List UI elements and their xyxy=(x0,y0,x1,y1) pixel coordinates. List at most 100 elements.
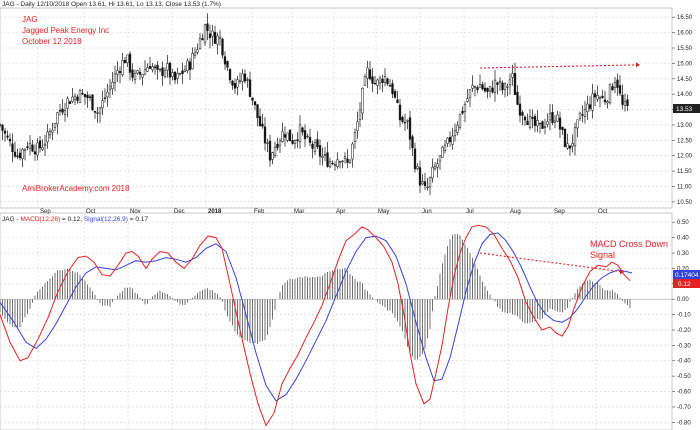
candle-body xyxy=(181,70,184,74)
candle-body xyxy=(81,93,84,95)
candle-body xyxy=(61,108,64,113)
candle-body xyxy=(348,159,352,163)
candle-body xyxy=(471,85,474,89)
candle-body xyxy=(403,121,407,124)
candle-body xyxy=(373,82,377,85)
candle-body xyxy=(366,67,369,79)
candle-body xyxy=(586,103,589,112)
candle-body xyxy=(456,124,459,133)
candle-body xyxy=(251,97,254,101)
candle-body xyxy=(53,122,57,128)
candle-body xyxy=(391,83,394,94)
candle-body xyxy=(353,132,357,142)
candle-body xyxy=(581,114,584,116)
candle-body xyxy=(148,65,152,69)
macd-tick-label: -0.70 xyxy=(677,405,691,411)
candle-body xyxy=(41,147,44,150)
macd-header-macd-value: = 0.12, xyxy=(60,216,84,223)
candle-body xyxy=(178,73,182,75)
candle-body xyxy=(218,37,222,39)
macd-tick-label: 0.20 xyxy=(677,266,689,272)
candle-body xyxy=(371,76,374,84)
candle-body xyxy=(281,131,284,142)
macd-tick-label: -0.30 xyxy=(677,343,691,349)
candle-body xyxy=(168,62,172,78)
candle-body xyxy=(228,69,232,81)
candle-body xyxy=(253,101,257,106)
candle-body xyxy=(396,99,399,103)
candle-body xyxy=(93,110,97,113)
month-label: Aug xyxy=(510,209,521,215)
date-label: October 12 2018 xyxy=(22,37,82,46)
candle-body xyxy=(513,73,517,96)
candle-body xyxy=(223,56,227,65)
candle-body xyxy=(558,117,562,130)
month-label: Oct xyxy=(86,209,96,215)
month-label: 2018 xyxy=(208,209,222,215)
candle-body xyxy=(493,79,497,93)
candle-body xyxy=(441,147,444,158)
candle-body xyxy=(476,87,479,90)
candle-body xyxy=(523,116,527,121)
price-tick-label: 16.00 xyxy=(677,31,693,37)
candle-body xyxy=(6,135,9,138)
candle-body xyxy=(48,131,52,136)
candle-body xyxy=(596,95,599,100)
candle-body xyxy=(601,95,604,99)
candle-body xyxy=(351,143,354,160)
candle-body xyxy=(196,49,199,53)
date-axis: Sep Oct Nov Dec 2018 Feb Mar Apr May Jun Jul Aug Sep… xyxy=(40,209,608,215)
price-header: JAG - Daily 12/10/2018 Open 13.61, Hi 13… xyxy=(2,1,221,8)
candle-body xyxy=(76,96,79,101)
candle-body xyxy=(436,163,439,168)
candle-body xyxy=(376,79,379,86)
macd-divergence-line xyxy=(479,252,621,273)
candle-body xyxy=(38,140,42,149)
divergence-arrowhead xyxy=(620,268,624,275)
macd-tick-label: -0.60 xyxy=(677,390,691,396)
candle-body xyxy=(301,127,304,133)
macd-header-prefix: JAG - xyxy=(2,216,20,223)
candle-body xyxy=(133,73,137,80)
month-label: Nov xyxy=(130,209,141,215)
candle-body xyxy=(346,158,349,163)
candle-body xyxy=(36,142,39,156)
candle-body xyxy=(161,67,164,76)
candle-body xyxy=(266,142,269,144)
candle-body xyxy=(311,143,314,149)
candle-body xyxy=(31,144,34,152)
annotation-line-2: Signal xyxy=(590,250,615,260)
candle-body xyxy=(431,167,434,179)
candle-body xyxy=(578,112,582,119)
candle-body xyxy=(611,86,614,91)
candle-body xyxy=(576,119,579,129)
candle-body xyxy=(246,79,249,81)
candle-body xyxy=(411,136,414,149)
candle-body xyxy=(131,69,134,78)
candle-body xyxy=(268,140,272,161)
candle-body xyxy=(478,84,482,88)
candle-body xyxy=(248,79,252,97)
candle-body xyxy=(591,93,594,111)
candle-body xyxy=(613,82,617,89)
candle-body xyxy=(56,112,59,124)
candle-body xyxy=(426,186,429,189)
signal-line xyxy=(0,232,633,402)
macd-tick-label: 0.30 xyxy=(677,251,689,257)
candle-body xyxy=(531,117,534,119)
candle-body xyxy=(23,148,27,151)
candle-body xyxy=(86,94,89,98)
price-tick-label: 15.00 xyxy=(677,61,693,67)
candle-body xyxy=(381,78,384,83)
macd-header: JAG - MACD(12,26) = 0.12, Signal(12,26,9… xyxy=(2,216,148,223)
candle-body xyxy=(616,79,619,88)
candle-body xyxy=(541,121,544,129)
month-label: Apr xyxy=(336,209,345,215)
macd-tick-label: 0.40 xyxy=(677,236,689,242)
candle-body xyxy=(603,99,607,103)
candle-body xyxy=(421,181,424,185)
candle-body xyxy=(116,70,119,75)
macd-tick-label: -0.50 xyxy=(677,374,691,380)
candle-body xyxy=(423,181,427,186)
